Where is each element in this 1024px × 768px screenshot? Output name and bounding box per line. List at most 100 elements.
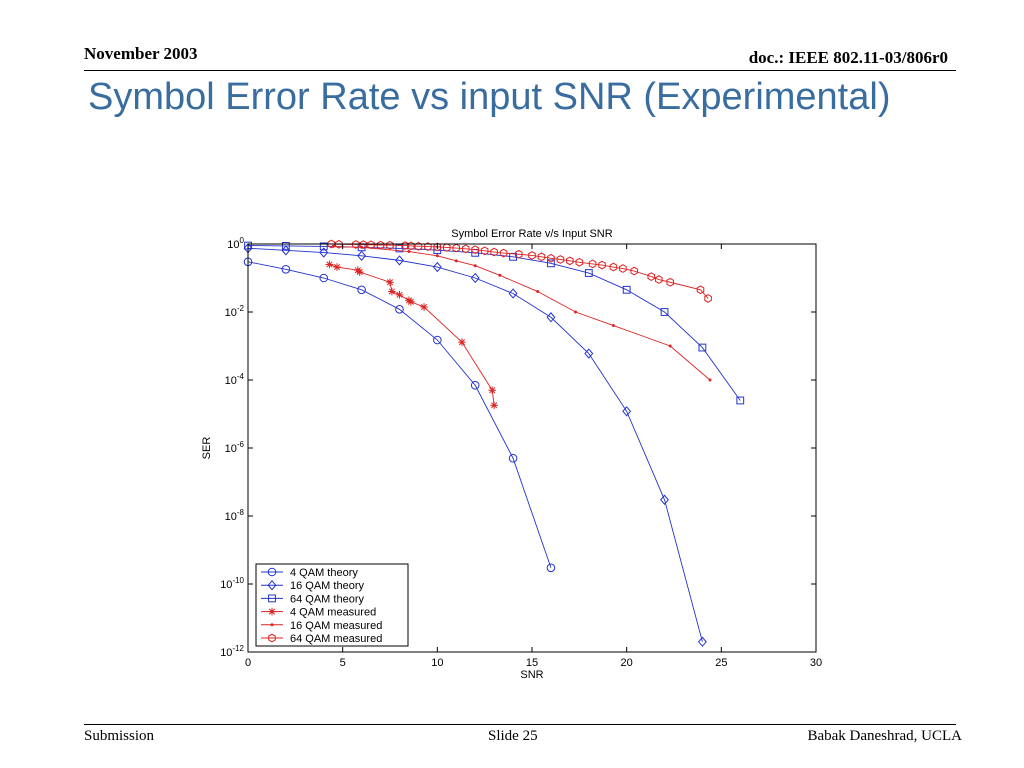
data-point	[647, 272, 656, 281]
x-axis: 0 5 10 15 20 25 30	[245, 244, 822, 669]
y-tick-base: 10	[220, 579, 232, 591]
x-tick-label: 10	[431, 657, 443, 669]
data-point	[536, 290, 540, 294]
series-16-qam-theory	[243, 243, 707, 647]
data-point	[443, 243, 451, 252]
legend-label: 4 QAM measured	[290, 607, 376, 619]
slide-title: Symbol Error Rate vs input SNR (Experime…	[88, 76, 891, 118]
legend-entry: 16 QAM theory	[261, 580, 364, 592]
legend-marker	[268, 607, 276, 616]
data-point	[660, 494, 669, 505]
data-point	[407, 250, 411, 254]
legend-marker	[267, 580, 277, 591]
data-point	[619, 264, 627, 273]
data-point	[352, 240, 360, 249]
data-point	[386, 240, 394, 250]
series-layer	[243, 239, 745, 647]
y-tick-exponent: -4	[237, 372, 245, 381]
data-point	[575, 257, 584, 267]
legend-marker	[267, 567, 277, 577]
data-point	[598, 260, 606, 270]
data-point	[367, 240, 375, 250]
x-tick-label: 20	[621, 657, 633, 669]
data-point	[490, 401, 498, 410]
y-tick-label: 10-12	[220, 644, 244, 659]
data-point	[499, 248, 508, 258]
data-point	[546, 563, 556, 573]
x-tick-label: 30	[810, 657, 822, 669]
series-line	[247, 261, 552, 568]
data-point	[319, 247, 329, 258]
data-point	[395, 305, 404, 314]
data-point	[547, 259, 555, 268]
y-tick-exponent: 0	[240, 236, 245, 245]
y-tick-base: 10	[220, 647, 232, 659]
legend-entry: 16 QAM measured	[261, 620, 382, 632]
data-point	[333, 263, 341, 271]
series-4-qam-theory	[243, 257, 556, 573]
data-point	[407, 297, 415, 306]
series-line	[247, 247, 703, 642]
legend-entry: 4 QAM theory	[261, 567, 358, 579]
data-point	[630, 266, 639, 276]
data-point	[488, 386, 497, 395]
data-point	[470, 380, 480, 390]
data-point	[388, 287, 396, 296]
data-point	[420, 303, 428, 311]
y-tick-exponent: -6	[237, 440, 245, 449]
chart-title: Symbol Error Rate v/s Input SNR	[451, 228, 612, 240]
data-point	[359, 240, 368, 249]
data-point	[622, 406, 632, 417]
y-tick-exponent: -10	[232, 576, 244, 585]
y-tick-label: 10-2	[225, 304, 245, 319]
data-point	[327, 239, 336, 249]
data-point	[736, 396, 745, 405]
data-point	[335, 239, 343, 249]
data-point	[473, 264, 477, 268]
legend-entry: 4 QAM measured	[261, 607, 376, 619]
data-point	[281, 241, 290, 250]
y-tick-label: 10-6	[225, 440, 245, 455]
legend-marker	[270, 623, 274, 627]
y-tick-base: 10	[227, 239, 239, 251]
data-point	[355, 268, 364, 276]
y-tick-base: 10	[225, 511, 237, 523]
data-point	[395, 291, 404, 299]
data-point	[461, 244, 470, 254]
data-point	[622, 285, 631, 294]
data-point	[574, 310, 578, 314]
data-point	[432, 261, 442, 273]
data-point	[704, 294, 712, 303]
data-point	[668, 344, 672, 348]
data-point	[454, 259, 458, 263]
legend-label: 64 QAM theory	[290, 593, 364, 605]
x-tick-label: 15	[526, 657, 538, 669]
data-point	[697, 636, 707, 647]
data-point	[655, 275, 663, 284]
data-point	[470, 272, 480, 284]
y-tick-base: 10	[225, 443, 237, 455]
series-64-qam-measured	[327, 239, 712, 303]
data-point	[537, 252, 546, 262]
y-tick-base: 10	[225, 375, 237, 387]
data-point	[696, 285, 705, 295]
data-point	[708, 378, 712, 382]
data-point	[547, 253, 555, 263]
data-point	[319, 242, 328, 251]
footer-author: Babak Daneshrad, UCLA	[807, 728, 962, 744]
data-point	[433, 335, 442, 345]
data-point	[546, 312, 556, 323]
data-point	[281, 265, 291, 274]
data-point	[424, 242, 432, 251]
x-tick-label: 0	[245, 657, 251, 669]
data-point	[584, 269, 593, 277]
data-point	[528, 251, 536, 260]
data-point	[498, 273, 502, 277]
y-tick-label: 10-8	[225, 508, 245, 523]
data-point	[435, 254, 439, 258]
footer-slide-number: Slide 25	[488, 728, 538, 744]
legend-marker	[268, 633, 276, 643]
